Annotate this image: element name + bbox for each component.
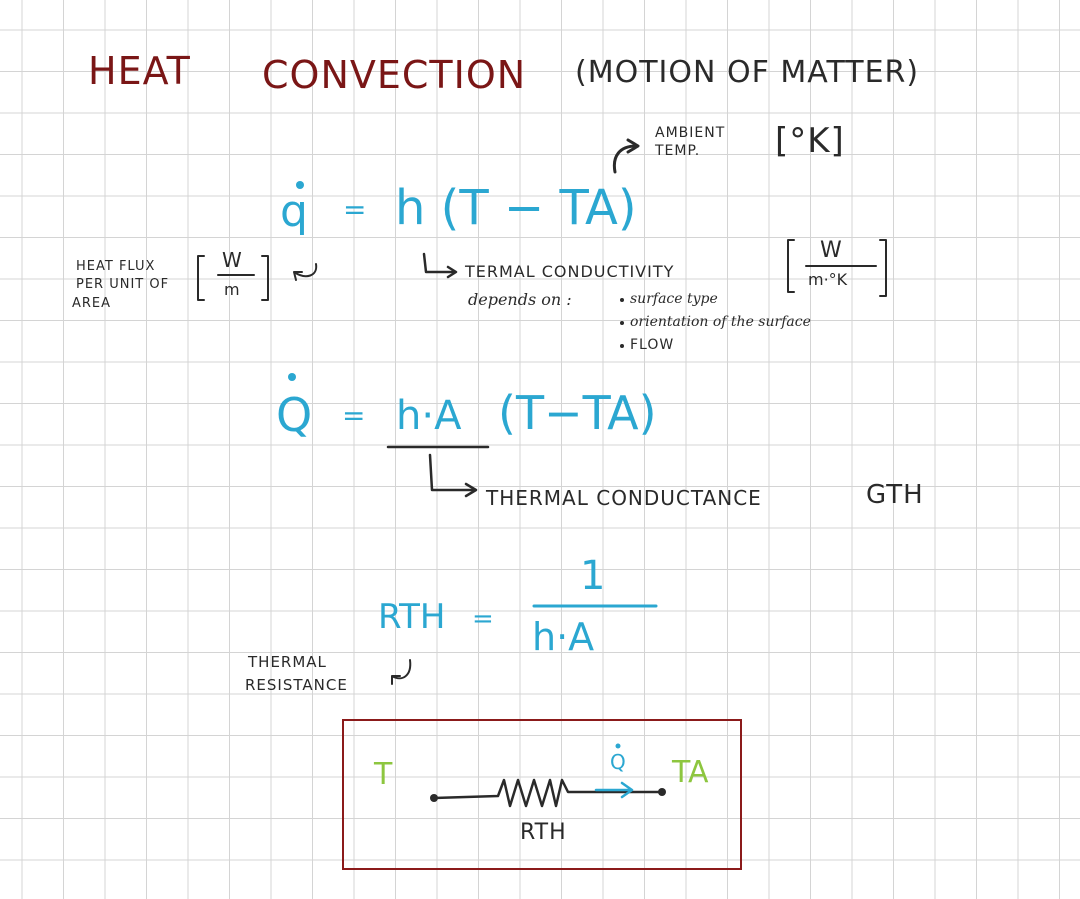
flux-line1: HEAT FLUX [76,259,156,274]
resistor-zigzag [432,778,664,808]
heat-flow-arrow [594,781,634,799]
depends-item-surface-type: surface type [630,291,718,307]
circuit-box [342,719,742,870]
eq2-dot [288,373,296,381]
eq3-equals: = [472,604,494,634]
resistance-line1: THERMAL [248,653,327,671]
conductance-symbol: GTH [866,480,924,510]
ambient-unit: [°K] [775,121,845,161]
eq2-equals: = [342,399,366,432]
conductivity-label: TERMAL CONDUCTIVITY [465,262,675,281]
depends-on-label: depends on : [468,290,572,309]
eq3-denominator: h·A [532,615,595,659]
flux-unit-den: m [224,280,240,299]
eq1-dot [296,181,304,189]
flux-hook-icon [293,263,318,281]
title-convection: CONVECTION [262,53,527,97]
conductivity-arrow [422,252,456,274]
conductivity-unit-den: m·°K [808,270,848,289]
circuit-left-temp: T [374,757,393,792]
resistance-hook-icon [391,659,412,685]
conductance-arrow [428,453,476,492]
eq1-lhs: q [280,186,308,237]
conductance-label: THERMAL CONDUCTANCE [486,486,762,510]
eq1-rhs: h (T − TA) [395,180,637,236]
eq3-numerator: 1 [580,553,606,599]
conductivity-unit-num: W [820,238,842,263]
title-heat: HEAT [88,49,191,93]
eq2-lhs: Q [276,388,313,442]
circuit-resistor-label: RTH [520,820,567,845]
ambient-label-line2: TEMP. [655,143,701,159]
flux-line2: PER UNIT OF [76,277,170,292]
eq3-lhs: RTH [378,597,446,637]
title-note: (MOTION OF MATTER) [575,55,920,90]
conductivity-bracket [787,239,887,297]
flux-bracket [197,255,269,301]
eq2-ha: h·A [396,393,462,439]
flux-unit-num: W [222,248,242,272]
ambient-label-line1: AMBIENT [655,125,726,141]
depends-item-flow: FLOW [630,337,675,353]
ambient-arrow [612,144,638,174]
flux-line3: AREA [72,296,112,311]
eq2-paren: (T−TA) [498,386,657,440]
resistance-line2: RESISTANCE [245,676,348,694]
circuit-right-temp: TA [672,755,709,790]
eq1-equals: = [343,193,367,226]
depends-item-orientation: orientation of the surface [630,314,811,330]
circuit-heat-flow: Q [610,750,626,774]
